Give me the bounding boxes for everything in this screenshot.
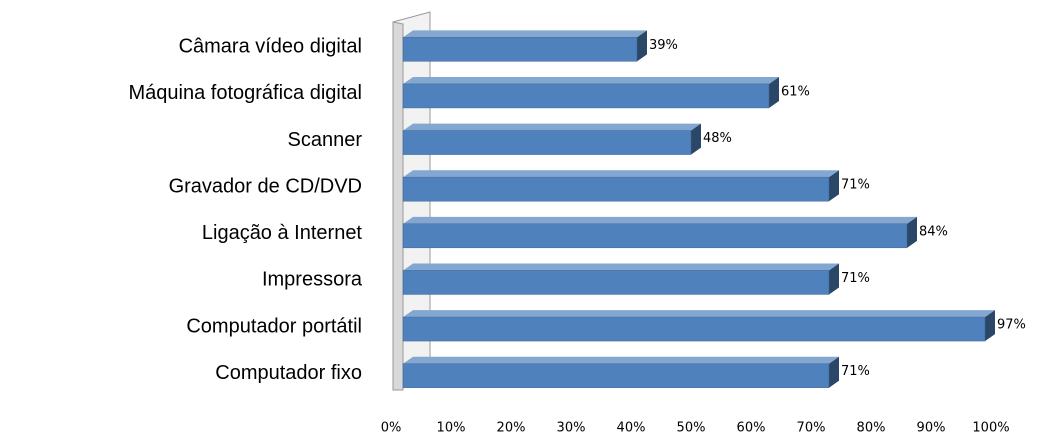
- bar-side: [907, 216, 917, 248]
- bar: [402, 83, 770, 109]
- x-tick-label: 100%: [972, 421, 1009, 436]
- value-label: 97%: [997, 318, 1026, 333]
- category-label: Computador portátil: [186, 315, 362, 337]
- bar: [402, 37, 638, 62]
- x-tick-label: 0%: [381, 421, 402, 436]
- bar-side: [637, 30, 647, 62]
- x-tick-label: 40%: [617, 421, 646, 436]
- bar-side: [829, 170, 839, 202]
- value-label: 48%: [703, 131, 732, 146]
- x-tick-label: 80%: [857, 421, 886, 436]
- bar-side: [769, 76, 779, 108]
- bar-side: [829, 263, 839, 295]
- value-label: 71%: [841, 178, 870, 193]
- category-label: Ligação à Internet: [202, 222, 363, 244]
- bar: [402, 223, 908, 249]
- wall-edge: [392, 21, 404, 391]
- x-tick-label: 60%: [737, 421, 766, 436]
- bar-top: [403, 310, 995, 318]
- bar-top: [403, 263, 839, 271]
- bar: [402, 130, 692, 155]
- bar: [402, 270, 830, 295]
- bar-side: [829, 356, 839, 388]
- value-label: 61%: [781, 84, 810, 99]
- bar: [402, 316, 986, 342]
- bar-side: [691, 123, 701, 155]
- bar-top: [403, 170, 839, 178]
- category-label: Gravador de CD/DVD: [169, 175, 362, 197]
- category-label: Scanner: [288, 129, 363, 151]
- bar-top: [403, 30, 647, 38]
- x-tick-label: 50%: [677, 421, 706, 436]
- x-tick-label: 30%: [557, 421, 586, 436]
- value-label: 71%: [841, 364, 870, 379]
- x-tick-label: 20%: [497, 421, 526, 436]
- value-label: 71%: [841, 271, 870, 286]
- bar: [402, 176, 830, 202]
- x-tick-label: 70%: [797, 421, 826, 436]
- bar-top: [403, 216, 917, 224]
- category-label: Câmara vídeo digital: [179, 36, 362, 58]
- category-label: Impressora: [262, 269, 363, 291]
- value-label: 39%: [649, 38, 678, 53]
- category-label: Máquina fotográfica digital: [129, 82, 362, 104]
- bar-top: [403, 76, 779, 84]
- bar-top: [403, 356, 839, 364]
- bar-side: [985, 310, 995, 342]
- x-tick-label: 10%: [437, 421, 466, 436]
- x-tick-label: 90%: [917, 421, 946, 436]
- bar: [402, 363, 830, 388]
- value-label: 84%: [919, 224, 948, 239]
- bar-top: [403, 123, 701, 131]
- category-label: Computador fixo: [215, 362, 362, 384]
